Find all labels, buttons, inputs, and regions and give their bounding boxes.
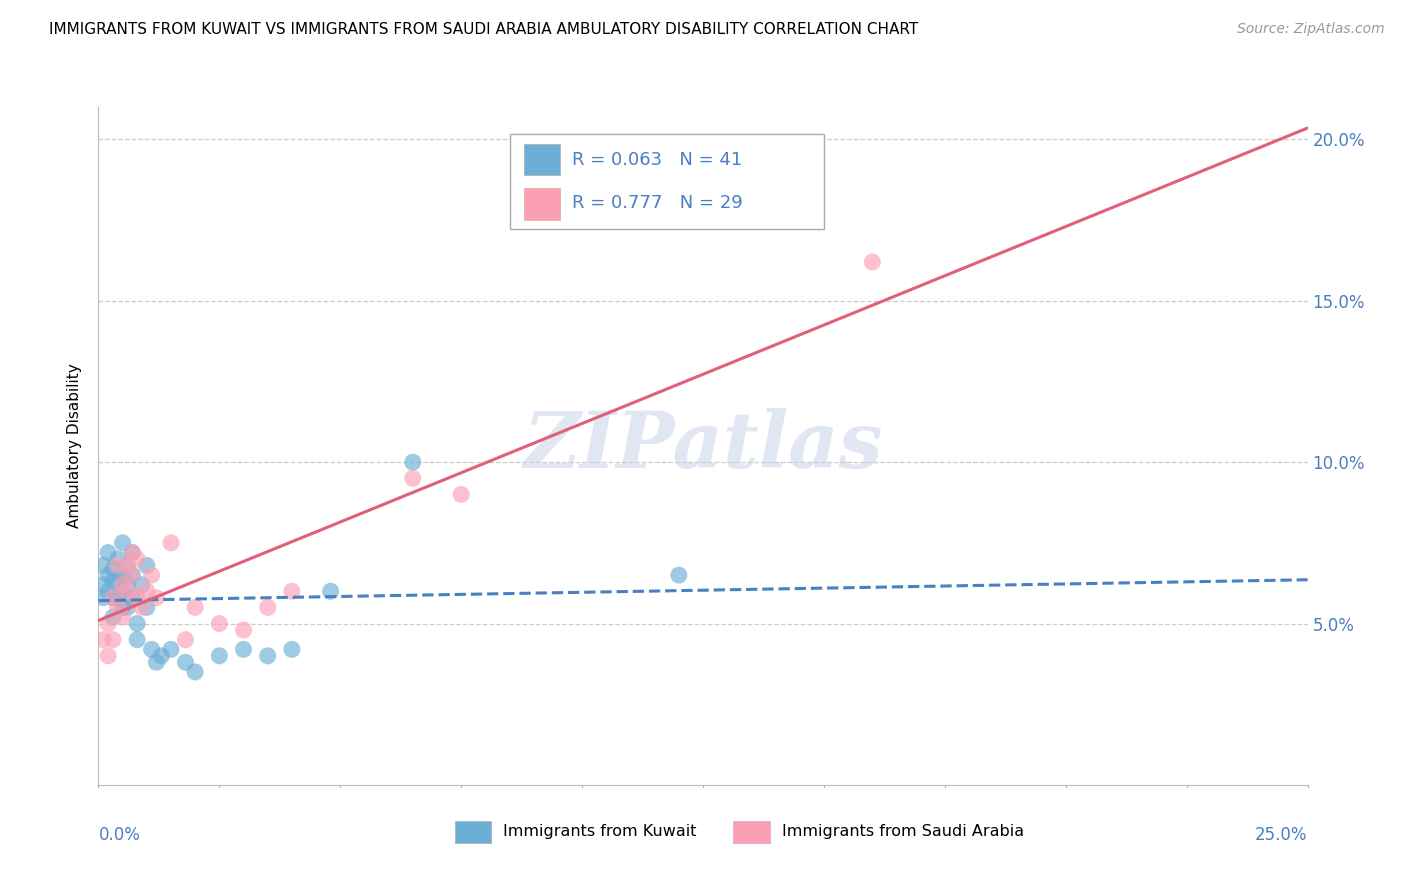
Point — [111, 568, 134, 582]
Point — [127, 591, 149, 605]
Text: Immigrants from Saudi Arabia: Immigrants from Saudi Arabia — [782, 824, 1024, 839]
Point — [101, 591, 124, 605]
FancyBboxPatch shape — [509, 134, 824, 229]
Point — [256, 648, 278, 663]
Point — [131, 578, 153, 592]
Point — [121, 545, 143, 559]
Point — [135, 584, 157, 599]
Point — [131, 600, 153, 615]
Point — [117, 558, 139, 573]
Text: 0.0%: 0.0% — [98, 826, 141, 844]
Bar — [524, 144, 561, 175]
Point — [184, 600, 207, 615]
Point — [232, 642, 254, 657]
Point — [97, 568, 120, 582]
Point — [174, 655, 197, 669]
Text: R = 0.063   N = 41: R = 0.063 N = 41 — [572, 151, 742, 169]
Point — [101, 632, 124, 647]
Point — [281, 584, 304, 599]
Text: 25.0%: 25.0% — [1256, 826, 1308, 844]
Bar — [524, 188, 561, 219]
Point — [127, 616, 149, 631]
Point — [319, 584, 342, 599]
Point — [160, 536, 183, 550]
Text: IMMIGRANTS FROM KUWAIT VS IMMIGRANTS FROM SAUDI ARABIA AMBULATORY DISABILITY COR: IMMIGRANTS FROM KUWAIT VS IMMIGRANTS FRO… — [49, 22, 918, 37]
Text: ZIPatlas: ZIPatlas — [523, 408, 883, 484]
Text: R = 0.777   N = 29: R = 0.777 N = 29 — [572, 194, 744, 212]
Point — [111, 578, 134, 592]
Point — [107, 591, 129, 605]
Point — [111, 610, 134, 624]
Bar — [734, 821, 769, 843]
Point — [184, 665, 207, 679]
Y-axis label: Ambulatory Disability: Ambulatory Disability — [67, 364, 83, 528]
Point — [101, 591, 124, 605]
Text: Source: ZipAtlas.com: Source: ZipAtlas.com — [1237, 22, 1385, 37]
Point — [121, 545, 143, 559]
Point — [450, 487, 472, 501]
Point — [135, 558, 157, 573]
Point — [91, 558, 114, 573]
Point — [107, 552, 129, 566]
Point — [97, 648, 120, 663]
Point — [111, 584, 134, 599]
Point — [402, 471, 425, 485]
Point — [127, 632, 149, 647]
Point — [101, 574, 124, 589]
Point — [281, 642, 304, 657]
Bar — [456, 821, 492, 843]
Point — [107, 600, 129, 615]
Point — [141, 642, 163, 657]
Point — [101, 610, 124, 624]
Point — [117, 584, 139, 599]
Point — [111, 600, 134, 615]
Point — [127, 552, 149, 566]
Point — [107, 558, 129, 573]
Point — [150, 648, 173, 663]
Point — [97, 545, 120, 559]
Point — [97, 584, 120, 599]
Point — [91, 578, 114, 592]
Point — [141, 568, 163, 582]
Point — [121, 568, 143, 582]
Point — [256, 600, 278, 615]
Point — [160, 642, 183, 657]
Point — [232, 623, 254, 637]
Point — [402, 455, 425, 469]
Point — [121, 568, 143, 582]
Point — [860, 255, 883, 269]
Point — [208, 616, 231, 631]
Point — [668, 568, 690, 582]
Point — [111, 536, 134, 550]
Point — [117, 600, 139, 615]
Point — [91, 632, 114, 647]
Point — [208, 648, 231, 663]
Point — [145, 591, 167, 605]
Point — [117, 558, 139, 573]
Point — [145, 655, 167, 669]
Point — [121, 591, 143, 605]
Point — [107, 571, 129, 585]
Point — [135, 600, 157, 615]
Point — [117, 578, 139, 592]
Point — [97, 616, 120, 631]
Point — [91, 591, 114, 605]
Text: Immigrants from Kuwait: Immigrants from Kuwait — [503, 824, 697, 839]
Point — [101, 562, 124, 576]
Point — [174, 632, 197, 647]
